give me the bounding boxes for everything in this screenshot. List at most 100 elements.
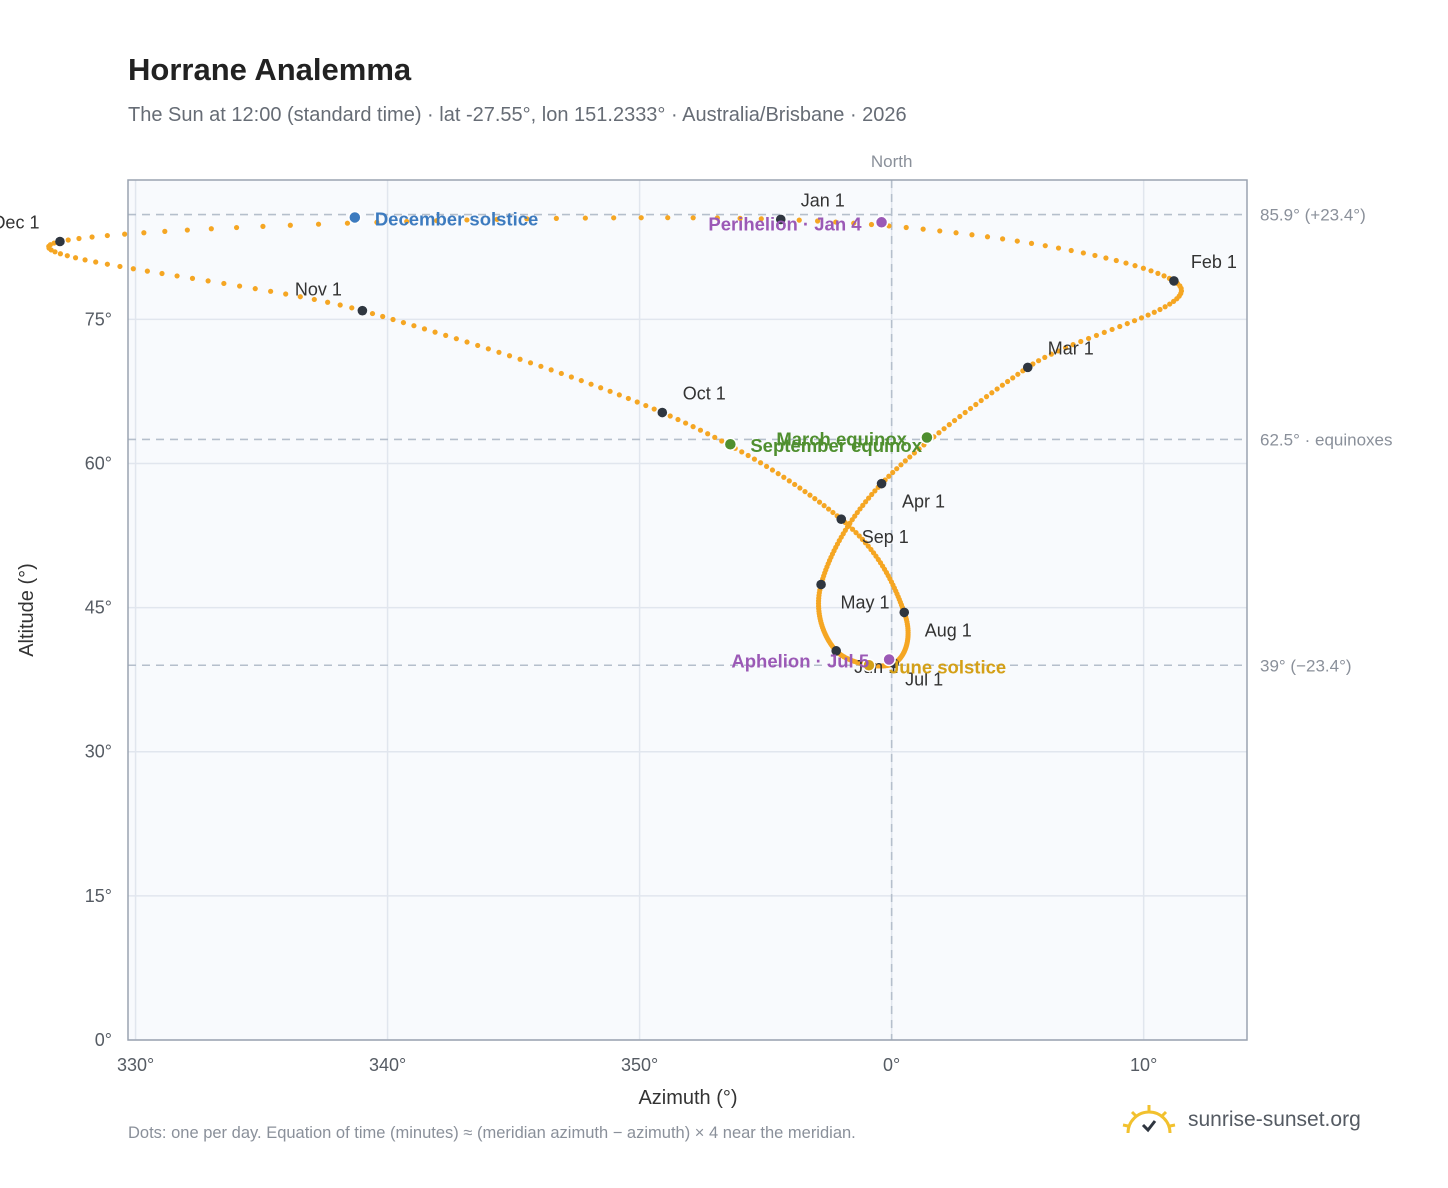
day-dot: [1048, 351, 1054, 357]
brand[interactable]: sunrise-sunset.org: [1122, 1103, 1361, 1137]
day-dot: [369, 310, 376, 317]
day-dot: [758, 216, 764, 222]
day-dot: [745, 452, 751, 459]
day-dot: [683, 420, 689, 426]
day-dot: [252, 286, 258, 292]
day-dot: [76, 235, 82, 242]
day-dot: [625, 395, 631, 402]
y-tick-label: 45°: [85, 598, 112, 618]
day-dot: [517, 356, 523, 362]
day-dot: [485, 346, 491, 352]
day-dot: [978, 397, 984, 404]
day-dot: [863, 499, 869, 505]
month-marker: [1022, 362, 1033, 373]
y-tick-label: 15°: [85, 886, 112, 906]
day-dot: [260, 223, 266, 229]
y-tick-label: 60°: [85, 453, 112, 473]
day-dot: [568, 374, 574, 380]
day-dot: [1151, 309, 1157, 315]
day-dot: [1123, 260, 1129, 266]
day-dot: [833, 219, 839, 225]
day-dot: [174, 273, 180, 279]
day-dot: [1155, 270, 1161, 276]
event-label: December solstice: [375, 208, 539, 229]
day-dot: [1148, 268, 1154, 274]
x-tick-label: 0°: [883, 1055, 900, 1075]
x-axis-label: Azimuth (°): [638, 1087, 737, 1109]
day-dot: [920, 226, 926, 232]
day-dot: [390, 316, 396, 323]
day-dot: [859, 536, 866, 542]
month-label: Jan 1: [801, 190, 845, 210]
month-label: Oct 1: [683, 384, 726, 404]
day-dot: [404, 218, 410, 225]
day-dot: [697, 427, 704, 433]
event-marker: [882, 652, 896, 667]
day-dot: [1004, 378, 1011, 385]
y-tick-label: 30°: [85, 742, 112, 762]
day-dot: [1157, 306, 1163, 313]
day-dot: [1117, 323, 1123, 330]
day-dot: [184, 227, 190, 233]
day-dot: [690, 215, 696, 221]
month-marker: [836, 514, 847, 524]
event-label: June solstice: [889, 656, 1006, 677]
day-dot: [311, 296, 317, 303]
day-dot: [937, 228, 943, 234]
event-marker: [862, 658, 876, 673]
day-dot: [553, 215, 559, 221]
day-dot: [807, 492, 813, 498]
day-dot: [902, 458, 908, 464]
day-dot: [162, 228, 168, 234]
day-dot: [973, 401, 979, 408]
day-dot: [894, 466, 900, 472]
day-dot: [117, 263, 123, 270]
reference-line-label: 85.9° (+23.4°): [1260, 206, 1366, 225]
day-dot: [578, 377, 584, 384]
day-dot: [325, 299, 331, 305]
month-marker: [876, 478, 887, 489]
day-dot: [667, 413, 673, 419]
month-label: Aug 1: [925, 620, 972, 640]
day-dot: [969, 232, 975, 238]
meridian-label: North: [871, 152, 913, 171]
day-dot: [825, 506, 832, 512]
day-dot: [496, 349, 502, 355]
day-dot: [558, 370, 564, 377]
day-dot: [862, 540, 869, 546]
day-dot: [205, 278, 211, 284]
day-dot: [524, 216, 530, 222]
day-dot: [287, 222, 293, 228]
month-marker: [1169, 276, 1179, 286]
day-dot: [93, 259, 99, 265]
day-dot: [769, 467, 776, 473]
day-dot: [89, 234, 95, 240]
day-dot: [1109, 326, 1115, 333]
day-dot: [1068, 247, 1074, 254]
day-dot: [854, 509, 860, 516]
day-dot: [1015, 371, 1021, 377]
chart-subtitle: The Sun at 12:00 (standard time) · lat -…: [128, 104, 907, 126]
month-label: May 1: [841, 593, 890, 613]
event-label: September equinox: [750, 435, 922, 456]
y-tick-label: 75°: [85, 309, 112, 329]
day-dot: [64, 253, 70, 259]
day-dot: [853, 530, 859, 536]
day-dot: [453, 336, 459, 342]
day-dot: [1124, 320, 1130, 327]
day-dot: [141, 230, 147, 236]
day-dot: [739, 449, 745, 455]
day-dot: [869, 491, 875, 498]
day-dot: [911, 450, 917, 456]
event-label: Aphelion · Jul 5: [731, 650, 869, 671]
day-dot: [665, 215, 671, 221]
day-dot: [475, 342, 481, 349]
month-label: Apr 1: [902, 492, 945, 512]
day-dot: [936, 430, 942, 436]
day-dot: [751, 456, 758, 462]
month-label: Jul 1: [905, 669, 943, 689]
day-dot: [104, 261, 110, 267]
day-dot: [690, 424, 696, 430]
chart-title: Horrane Analemma: [128, 52, 412, 87]
